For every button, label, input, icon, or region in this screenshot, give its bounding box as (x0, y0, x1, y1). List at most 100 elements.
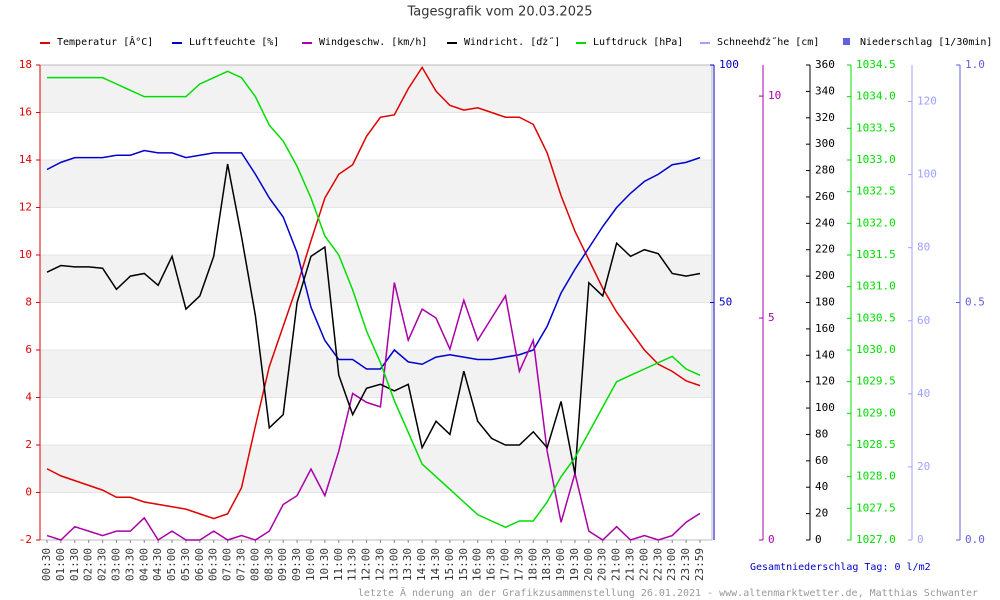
y-tick-label: 1030.0 (856, 343, 896, 356)
y-tick-label: 0 (768, 533, 775, 546)
x-tick-label: 04:30 (151, 548, 164, 581)
x-tick-label: 08:30 (262, 548, 275, 581)
y-tick-label: 20 (917, 460, 930, 473)
series-line (46, 149, 701, 370)
x-tick-label: 17:30 (512, 548, 525, 581)
y-tick-label: 120 (917, 95, 937, 108)
y-tick-label: 260 (815, 190, 835, 203)
y-tick-label: 1028.5 (856, 438, 896, 451)
grid-band (40, 255, 712, 303)
legend-label: Niederschlag [1/30min] (860, 37, 992, 48)
x-tick-label: 21:30 (624, 548, 637, 581)
x-tick-label: 22:00 (637, 548, 650, 581)
x-tick-label: 23:59 (693, 548, 706, 581)
x-tick-label: 15:30 (457, 548, 470, 581)
x-tick-label: 01:30 (68, 548, 81, 581)
x-tick-label: 08:00 (248, 548, 261, 581)
y-tick-label: 100 (719, 58, 739, 71)
y-tick-label: 1029.0 (856, 406, 896, 419)
y-tick-label: 2 (25, 438, 32, 451)
y-tick-label: 12 (19, 201, 32, 214)
y-tick-label: 320 (815, 111, 835, 124)
legend-label: Luftdruck [hPa] (593, 37, 683, 48)
x-tick-label: 12:00 (360, 548, 373, 581)
y-tick-label: 200 (815, 269, 835, 282)
y-tick-label: 50 (719, 296, 732, 309)
series-line (46, 282, 701, 542)
x-tick-label: 09:00 (276, 548, 289, 581)
legend-label: Temperatur [Â°C] (57, 35, 153, 48)
y-tick-label: 0 (25, 486, 32, 499)
y-tick-label: 1027.0 (856, 533, 896, 546)
y-tick-label: 6 (25, 343, 32, 356)
y-tick-label: 10 (19, 248, 32, 261)
x-tick-label: 04:00 (137, 548, 150, 581)
series-line (46, 163, 701, 475)
x-tick-label: 17:00 (498, 548, 511, 581)
y-tick-label: 8 (25, 296, 32, 309)
x-tick-label: 14:30 (429, 548, 442, 581)
x-tick-label: 09:30 (290, 548, 303, 581)
y-tick-label: 240 (815, 216, 835, 229)
legend-label: Windgeschw. [km/h] (319, 37, 427, 48)
y-tick-label: 20 (815, 507, 828, 520)
x-tick-label: 20:00 (582, 548, 595, 581)
x-tick-label: 00:30 (40, 548, 53, 581)
y-tick-label: 18 (19, 58, 32, 71)
x-tick-label: 15:00 (443, 548, 456, 581)
legend-swatch (843, 38, 850, 45)
y-tick-label: 220 (815, 243, 835, 256)
y-tick-label: 60 (815, 454, 828, 467)
y-tick-label: 1031.0 (856, 280, 896, 293)
series-line (46, 65, 701, 520)
y-tick-label: 1031.5 (856, 248, 896, 261)
x-tick-label: 23:30 (679, 548, 692, 581)
y-tick-label: 16 (19, 106, 32, 119)
x-tick-label: 22:30 (651, 548, 664, 581)
x-tick-label: 16:00 (471, 548, 484, 581)
x-tick-label: 06:30 (207, 548, 220, 581)
x-tick-label: 16:30 (485, 548, 498, 581)
legend-label: Schneehďż˝he [cm] (717, 36, 819, 48)
y-tick-label: 0.5 (965, 296, 985, 309)
x-tick-label: 01:00 (54, 548, 67, 581)
total-label: Gesamtniederschlag Tag: 0 l/m2 (750, 562, 931, 573)
x-tick-label: 03:30 (123, 548, 136, 581)
y-tick-label: 1032.0 (856, 216, 896, 229)
y-tick-label: 14 (19, 153, 33, 166)
y-tick-label: 4 (25, 391, 32, 404)
x-tick-label: 02:30 (96, 548, 109, 581)
y-tick-label: 1033.0 (856, 153, 896, 166)
x-tick-label: 05:00 (165, 548, 178, 581)
x-tick-label: 18:00 (526, 548, 539, 581)
y-tick-label: 360 (815, 58, 835, 71)
y-tick-label: 100 (815, 401, 835, 414)
x-tick-label: 06:00 (193, 548, 206, 581)
y-tick-label: 180 (815, 296, 835, 309)
y-tick-label: 80 (815, 427, 828, 440)
y-tick-label: 0 (815, 533, 822, 546)
x-tick-label: 12:30 (373, 548, 386, 581)
y-tick-label: 1029.5 (856, 375, 896, 388)
x-tick-label: 03:00 (109, 548, 122, 581)
y-tick-label: 10 (768, 89, 781, 102)
y-tick-label: 1028.0 (856, 470, 896, 483)
footer: letzte Ă nderung an der Grafikzusammenst… (358, 586, 978, 599)
y-tick-label: 5 (768, 311, 775, 324)
y-tick-label: 0.0 (965, 533, 985, 546)
x-tick-label: 19:00 (554, 548, 567, 581)
x-tick-label: 11:30 (346, 548, 359, 581)
y-tick-label: 1034.0 (856, 90, 896, 103)
grid-band (40, 160, 712, 208)
y-tick-label: 1.0 (965, 58, 985, 71)
y-tick-label: 40 (917, 387, 930, 400)
y-tick-label: 120 (815, 375, 835, 388)
y-tick-label: 60 (917, 314, 930, 327)
x-tick-label: 10:30 (318, 548, 331, 581)
y-tick-label: 0 (917, 533, 924, 546)
y-tick-label: -2 (19, 533, 32, 546)
y-tick-label: 140 (815, 348, 835, 361)
y-tick-label: 1033.5 (856, 121, 896, 134)
x-tick-label: 18:30 (540, 548, 553, 581)
